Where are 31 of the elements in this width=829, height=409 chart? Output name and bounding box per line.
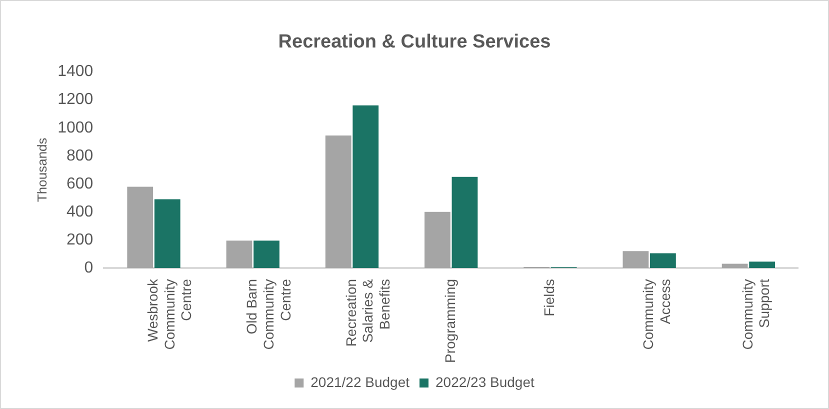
bar bbox=[424, 212, 450, 268]
y-tick-label: 200 bbox=[66, 231, 94, 248]
bar bbox=[722, 264, 748, 268]
bar bbox=[226, 240, 252, 268]
y-tick-label: 0 bbox=[84, 259, 94, 276]
x-tick-label: Community Access bbox=[640, 278, 673, 350]
bar bbox=[154, 199, 180, 268]
y-tick-label: 600 bbox=[66, 175, 94, 192]
y-tick-label: 1200 bbox=[58, 91, 94, 108]
y-tick-label: 800 bbox=[66, 147, 94, 164]
bar bbox=[622, 251, 649, 268]
legend-label: 2022/23 Budget bbox=[436, 374, 534, 390]
legend-label: 2021/22 Budget bbox=[310, 374, 410, 390]
bar bbox=[127, 186, 154, 268]
x-tick-label: Recreation Salaries & Benefits bbox=[342, 278, 392, 347]
y-axis-title: Thousands bbox=[34, 137, 50, 202]
bar bbox=[254, 240, 280, 268]
bar bbox=[352, 105, 379, 268]
y-tick-label: 1400 bbox=[58, 63, 94, 80]
bar bbox=[325, 136, 352, 268]
chart-title: Recreation & Culture Services bbox=[278, 32, 551, 53]
bar bbox=[452, 176, 478, 268]
x-tick-label: Wesbrook Community Centre bbox=[144, 278, 194, 350]
x-tick-label: Old Barn Community Centre bbox=[244, 278, 294, 350]
bar bbox=[650, 253, 676, 268]
bar bbox=[749, 262, 776, 268]
y-tick-label: 1000 bbox=[58, 119, 94, 136]
x-tick-label: Community Support bbox=[739, 278, 772, 350]
x-tick-label: Programming bbox=[442, 278, 458, 364]
x-tick-label: Fields bbox=[541, 278, 558, 316]
y-tick-label: 400 bbox=[66, 203, 94, 220]
